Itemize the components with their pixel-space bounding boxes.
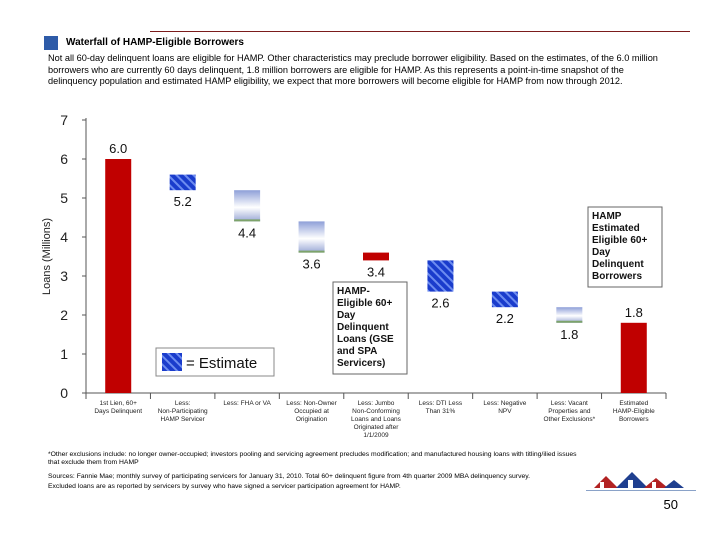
bar-reported <box>556 307 583 323</box>
category-label: 1st Lien, 60+ Days Delinquent <box>94 400 142 415</box>
category-label: Estimated HAMP-Eligible Borrowers <box>613 400 655 423</box>
slide-title: Waterfall of HAMP-Eligible Borrowers <box>66 37 244 48</box>
category-label: Less: Jumbo Non-Conforming Loans and Loans… <box>351 400 402 439</box>
legend-label: = Estimate <box>186 355 257 372</box>
bar-estimate <box>491 291 518 308</box>
y-tick-label: 0 <box>60 385 68 401</box>
footer-rule <box>586 490 696 491</box>
bar-reported <box>298 221 325 253</box>
annotation-estimated-borrowers <box>587 206 663 288</box>
bar-value-label: 1.8 <box>625 305 643 320</box>
bar-estimate <box>169 174 196 191</box>
bar-value-label: 2.6 <box>431 296 449 311</box>
bar-reported <box>234 190 261 222</box>
page-number: 50 <box>663 497 678 512</box>
footnote-sources: Sources: Fannie Mae; monthly survey of p… <box>48 473 531 480</box>
bar-total <box>620 322 647 393</box>
category-label: Less: Negative NPV <box>483 400 526 415</box>
y-tick-label: 2 <box>60 307 68 323</box>
footnote-exclusions: *Other exclusions include: no longer own… <box>48 451 577 466</box>
category-label: Less: Non-Owner Occupied at Origination <box>286 400 337 423</box>
y-tick-label: 6 <box>60 151 68 167</box>
bar-total <box>105 159 132 393</box>
y-tick-label: 7 <box>60 112 68 128</box>
annotation-estimated-borrowers-text: HAMP Estimated Eligible 60+ Day Delinquent Bo… <box>592 211 647 282</box>
title-rule <box>150 31 690 32</box>
category-label: Less: FHA or VA <box>223 400 271 407</box>
category-label: Less: Non-Participating HAMP Servicer <box>158 400 208 423</box>
title-marker <box>44 36 58 50</box>
bar-value-label: 6.0 <box>109 141 127 156</box>
bar-value-label: 1.8 <box>560 327 578 342</box>
y-tick-label: 4 <box>60 229 68 245</box>
y-tick-label: 1 <box>60 346 68 362</box>
annotation-eligible-loans-text: HAMP-Eligible 60+ Day Delinquent Loans (GSE… <box>337 286 394 369</box>
house-logo-icon <box>594 472 684 488</box>
category-label: Less: DTI Less Than 31% <box>419 400 463 415</box>
y-tick-label: 5 <box>60 190 68 206</box>
annotation-eligible-loans <box>332 281 408 375</box>
y-tick-label: 3 <box>60 268 68 284</box>
category-label: Less: Vacant Properties and Other Exclusio… <box>543 400 595 423</box>
bar-value-label: 3.4 <box>367 264 385 279</box>
bar-value-label: 2.2 <box>496 311 514 326</box>
intro-text: Not all 60-day delinquent loans are elig… <box>48 53 658 87</box>
legend-swatch <box>162 353 182 371</box>
bar-value-label: 5.2 <box>174 194 192 209</box>
bar-total <box>363 252 389 261</box>
y-axis-label: Loans (Millions) <box>41 218 53 295</box>
footnote-excluded: Excluded loans are as reported by servic… <box>48 483 401 490</box>
bar-value-label: 3.6 <box>303 257 321 272</box>
bar-value-label: 4.4 <box>238 225 256 240</box>
bar-estimate <box>427 260 454 292</box>
